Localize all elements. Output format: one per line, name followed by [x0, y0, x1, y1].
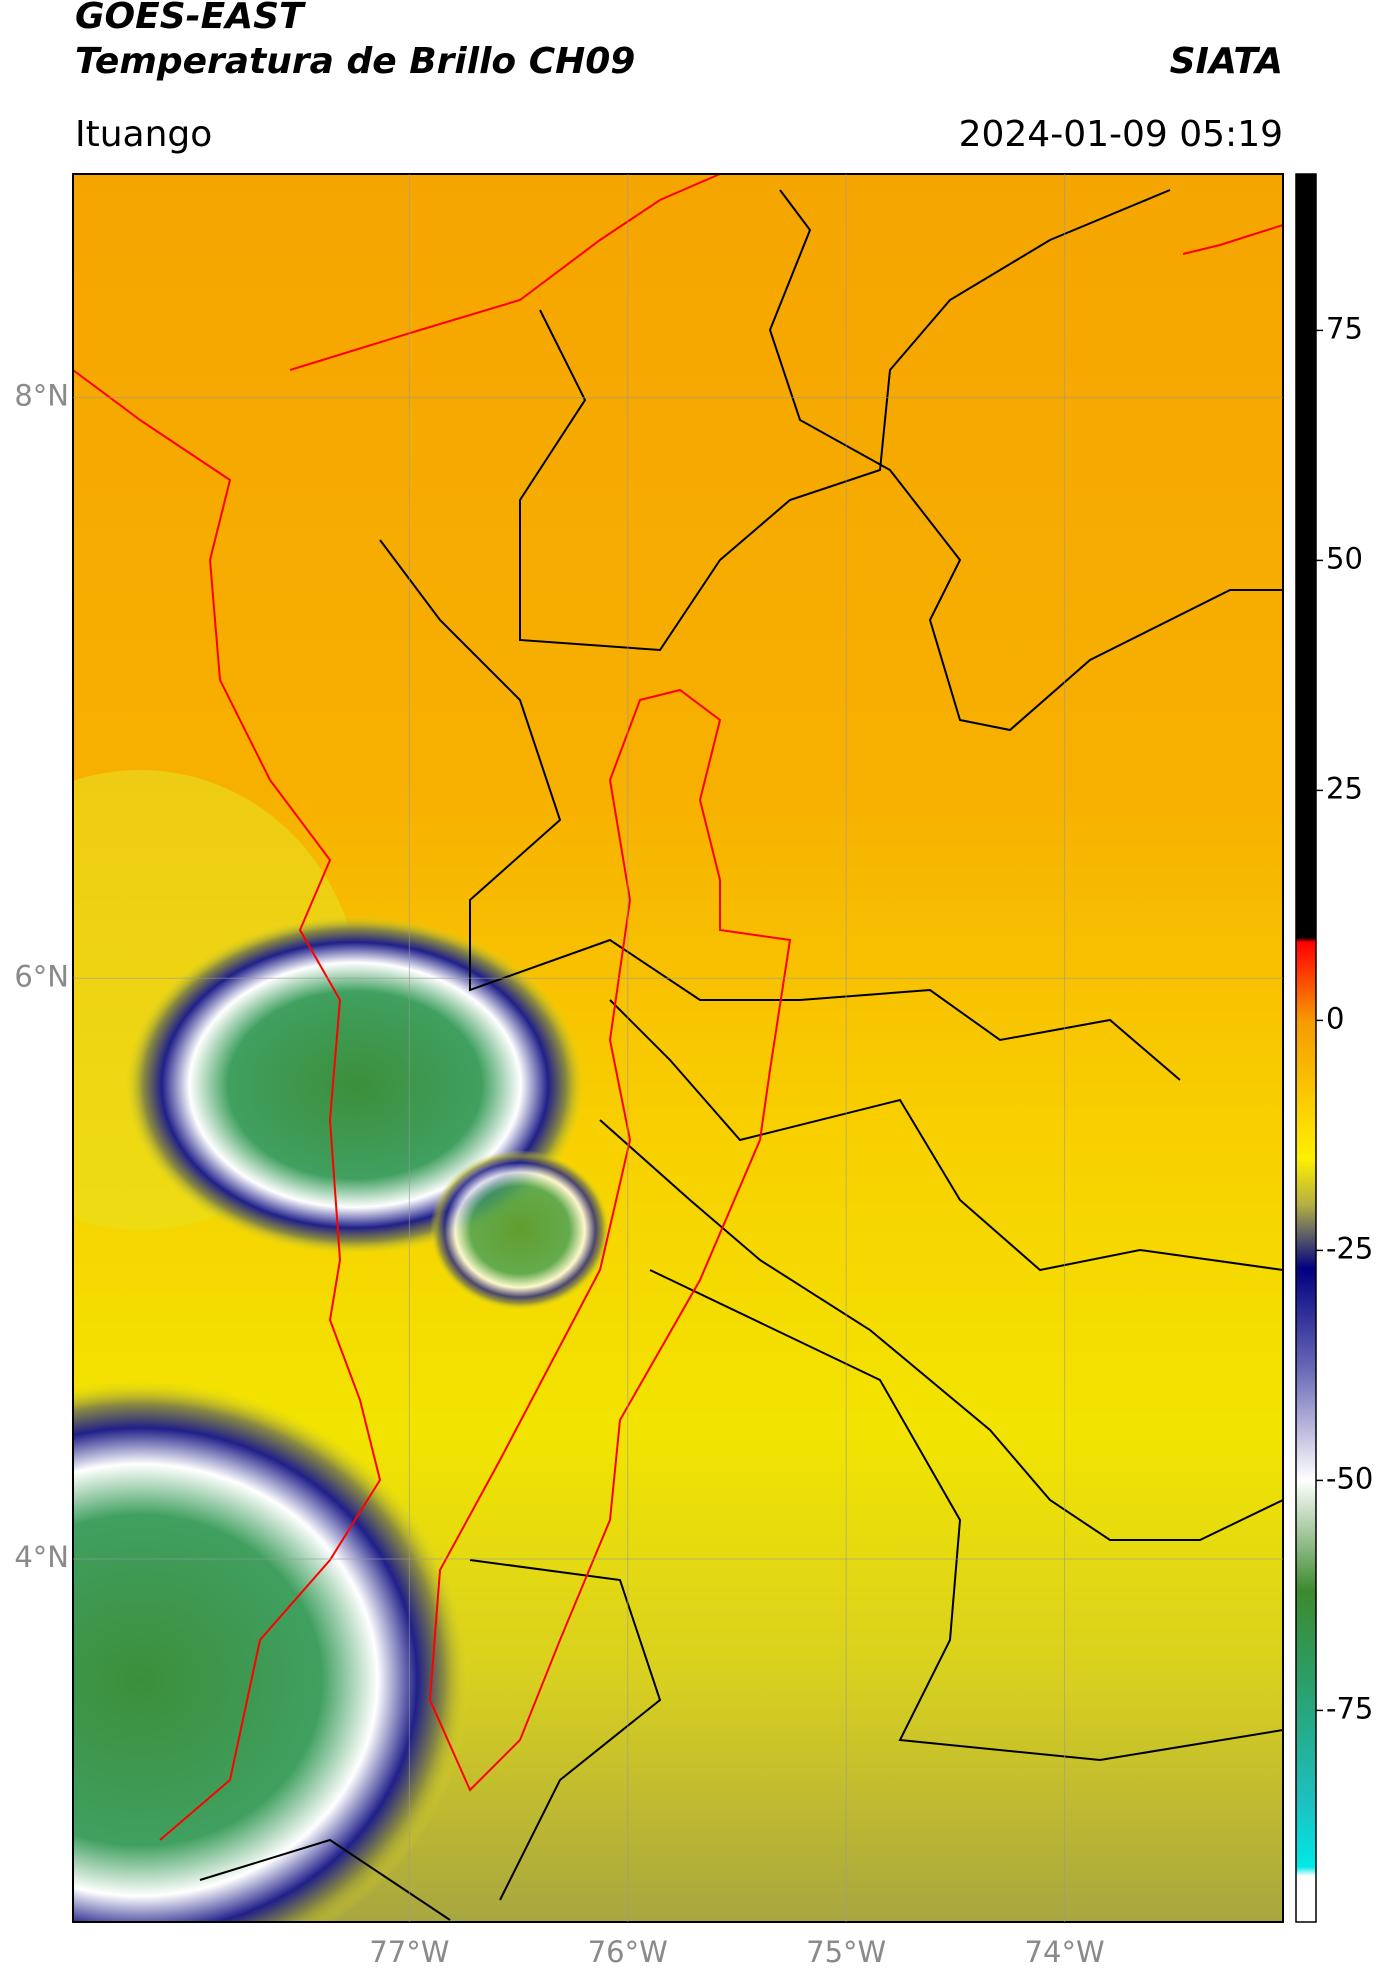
lon-tick-label: 75°W	[806, 1935, 886, 1969]
source: SIATA	[1170, 41, 1283, 82]
cloud	[430, 1150, 610, 1310]
lon-tick-label: 76°W	[588, 1935, 668, 1969]
colorbar-tick-label: 50	[1326, 541, 1363, 575]
lat-tick-label: 6°N	[14, 959, 69, 993]
datetime: 2024-01-09 05:19	[959, 114, 1283, 155]
lat-tick-label: 8°N	[14, 379, 69, 413]
colorbar-tick-label: -75	[1326, 1691, 1373, 1725]
colorbar	[1295, 173, 1317, 1923]
map-frame	[72, 173, 1284, 1923]
subtitle: Temperatura de Brillo CH09	[75, 41, 635, 82]
colorbar-tick-label: 75	[1326, 311, 1363, 345]
colorbar-tick-label: -25	[1326, 1231, 1373, 1265]
map-image	[73, 174, 1283, 1922]
lon-tick-label: 74°W	[1025, 1935, 1105, 1969]
colorbar-tick-label: 25	[1326, 771, 1363, 805]
cloud	[73, 1380, 470, 1922]
colorbar-tick-label: 0	[1326, 1001, 1344, 1035]
location: Ituango	[75, 114, 212, 155]
region-borders	[73, 174, 1283, 1841]
lon-tick-label: 77°W	[369, 1935, 449, 1969]
title: GOES-EAST	[75, 0, 306, 37]
colorbar-tick-label: -50	[1326, 1461, 1373, 1495]
lat-tick-label: 4°N	[14, 1540, 69, 1574]
borders	[199, 189, 1283, 1921]
